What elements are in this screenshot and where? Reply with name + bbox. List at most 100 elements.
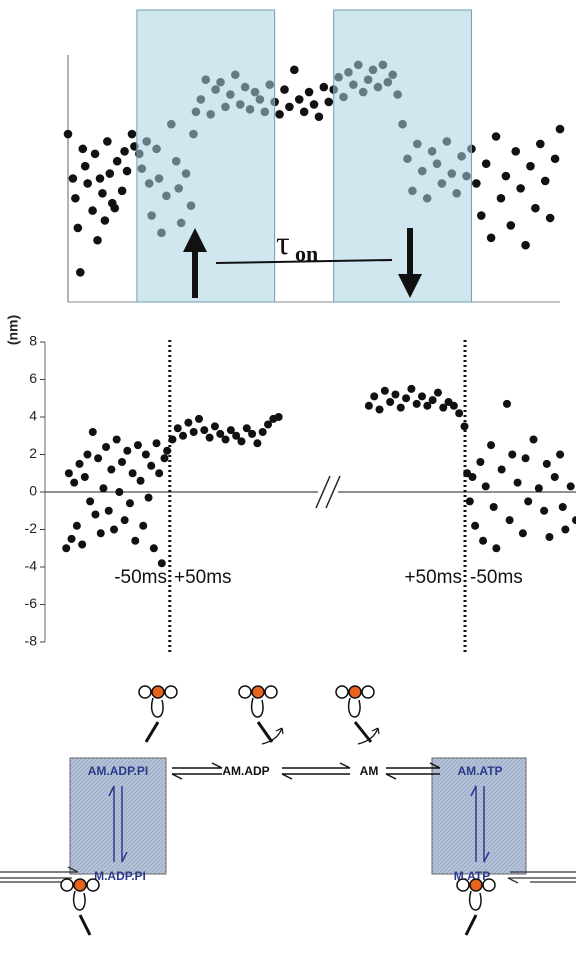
data-point bbox=[439, 403, 448, 412]
myosin-head bbox=[335, 685, 349, 699]
myosin-head bbox=[264, 685, 278, 699]
in-arrow bbox=[0, 866, 79, 883]
up-arrow bbox=[108, 785, 115, 862]
middle-panel: -8 -6 -4 -2 0 2 4 6 8 bbox=[25, 333, 576, 652]
data-point bbox=[501, 171, 511, 181]
data-point bbox=[455, 409, 464, 418]
myosin-lever bbox=[347, 697, 361, 718]
data-point bbox=[136, 476, 145, 485]
y-tick-label: -8 bbox=[25, 633, 38, 649]
connector bbox=[215, 259, 393, 264]
myosin-head bbox=[469, 878, 483, 892]
data-point bbox=[68, 174, 78, 183]
data-point bbox=[120, 147, 129, 156]
data-point bbox=[139, 521, 148, 530]
data-point bbox=[64, 469, 73, 478]
data-point bbox=[76, 268, 85, 277]
data-point bbox=[155, 469, 164, 478]
data-point bbox=[487, 441, 496, 450]
data-point bbox=[232, 431, 241, 440]
data-point bbox=[516, 184, 525, 193]
data-point bbox=[433, 388, 442, 397]
data-point bbox=[160, 454, 169, 463]
data-point bbox=[98, 189, 107, 198]
data-point bbox=[536, 139, 545, 149]
top-panel bbox=[63, 9, 565, 303]
y-tick-label: 0 bbox=[29, 483, 37, 499]
data-point bbox=[550, 154, 560, 164]
myosin-head bbox=[86, 878, 100, 892]
data-point bbox=[248, 429, 257, 438]
data-point bbox=[253, 439, 262, 448]
data-point bbox=[524, 497, 533, 506]
data-point bbox=[566, 482, 575, 491]
state-box bbox=[69, 757, 167, 875]
data-point bbox=[90, 149, 100, 159]
data-point bbox=[93, 235, 102, 245]
data-point bbox=[534, 484, 543, 493]
data-point bbox=[237, 437, 246, 446]
data-point bbox=[304, 87, 314, 97]
data-point bbox=[476, 458, 485, 466]
myosin-lever bbox=[250, 697, 264, 718]
data-point bbox=[112, 435, 121, 444]
annotation: -50ms bbox=[114, 567, 167, 588]
data-point bbox=[189, 428, 198, 436]
y-tick-label: -2 bbox=[25, 520, 38, 536]
data-point bbox=[489, 503, 498, 511]
data-point bbox=[542, 459, 551, 468]
forward-arrow bbox=[172, 762, 223, 769]
y-tick-label: 4 bbox=[29, 408, 37, 424]
data-point bbox=[407, 384, 416, 393]
data-point bbox=[324, 97, 334, 107]
data-point bbox=[105, 169, 115, 178]
data-point bbox=[529, 435, 538, 444]
data-point bbox=[386, 398, 395, 406]
data-point bbox=[122, 166, 132, 176]
data-point bbox=[88, 206, 97, 215]
myosin-lever bbox=[144, 721, 160, 743]
data-point bbox=[96, 529, 105, 538]
data-point bbox=[492, 544, 501, 553]
data-point bbox=[216, 429, 225, 438]
data-point bbox=[117, 458, 126, 466]
y-tick-label: 8 bbox=[29, 333, 37, 349]
data-point bbox=[157, 559, 166, 568]
data-point bbox=[110, 203, 120, 213]
myosin-head bbox=[251, 685, 265, 699]
motion-arrow bbox=[357, 727, 380, 745]
data-point bbox=[496, 193, 506, 203]
data-point bbox=[556, 450, 565, 459]
data-point bbox=[80, 161, 90, 171]
data-point bbox=[83, 179, 92, 188]
data-point bbox=[449, 401, 458, 410]
myosin-head bbox=[238, 685, 252, 699]
data-point bbox=[242, 424, 251, 433]
data-point bbox=[479, 536, 488, 545]
data-point bbox=[194, 414, 203, 423]
data-point bbox=[275, 109, 284, 119]
data-point bbox=[100, 216, 110, 225]
data-point bbox=[80, 473, 89, 481]
data-point bbox=[526, 161, 535, 171]
data-point bbox=[72, 521, 81, 530]
data-point bbox=[428, 396, 437, 405]
data-point bbox=[75, 459, 84, 468]
up-arrow bbox=[470, 785, 477, 862]
data-point bbox=[285, 102, 294, 112]
data-point bbox=[412, 399, 421, 408]
data-point bbox=[319, 82, 329, 92]
data-point bbox=[200, 426, 209, 435]
data-point bbox=[290, 65, 299, 75]
data-point bbox=[364, 401, 373, 410]
data-point bbox=[63, 129, 73, 139]
data-point bbox=[299, 107, 309, 117]
data-point bbox=[545, 213, 555, 223]
data-point bbox=[476, 211, 486, 220]
data-point bbox=[531, 203, 540, 213]
tau-symbol: τ bbox=[276, 225, 290, 262]
data-point bbox=[107, 465, 116, 474]
data-point bbox=[294, 95, 304, 104]
myosin-head bbox=[151, 685, 165, 699]
